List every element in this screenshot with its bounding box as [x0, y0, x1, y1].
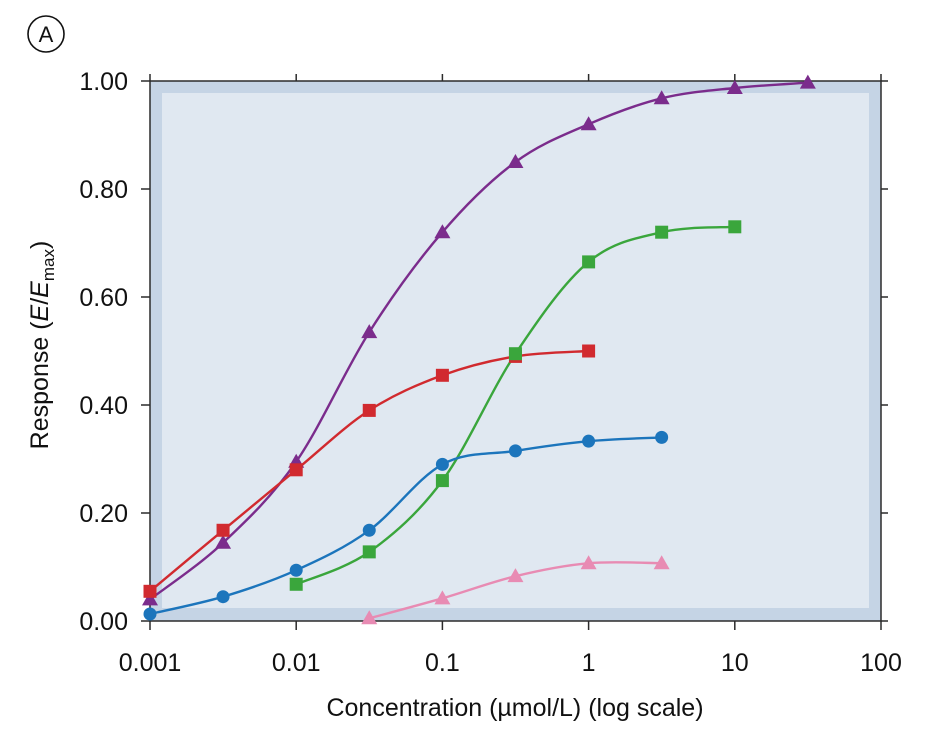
data-point-square: [728, 220, 742, 234]
y-axis-title: Response (E/Emax): [26, 241, 58, 450]
data-point-triangle: [653, 90, 670, 105]
panel-label: A: [27, 15, 65, 53]
y-tick-label: 0.40: [79, 392, 128, 420]
data-point-triangle: [361, 324, 378, 339]
y-tick-label: 0.20: [79, 500, 128, 528]
data-point-circle: [362, 523, 376, 537]
markers-layer: [142, 74, 816, 625]
data-point-triangle: [434, 224, 451, 239]
data-point-circle: [508, 444, 522, 458]
x-tick-label: 0.01: [272, 649, 321, 677]
y-tick-label: 0.60: [79, 284, 128, 312]
data-point-triangle: [507, 568, 524, 583]
data-point-square: [216, 523, 230, 537]
x-tick-label: 10: [721, 649, 749, 677]
axis-ticks: 0.001 0.01 0.1 1 10 100 0.00 0.20 0.40 0.60 0.80 1.…: [79, 68, 902, 677]
data-point-circle: [435, 457, 449, 471]
series-line-1: [149, 81, 808, 601]
data-point-square: [143, 584, 157, 598]
x-tick-label: 1: [582, 649, 596, 677]
data-point-square: [508, 347, 522, 361]
data-point-triangle: [507, 154, 524, 168]
data-point-triangle: [726, 80, 743, 95]
data-point-circle: [582, 434, 596, 448]
x-axis-title: Concentration (µmol/L) (log scale): [326, 694, 703, 722]
data-point-triangle: [142, 591, 158, 606]
data-point-square: [362, 545, 376, 559]
data-point-circle: [289, 563, 303, 577]
data-point-triangle: [215, 534, 232, 549]
data-point-triangle: [434, 590, 451, 605]
x-tick-label: 0.001: [119, 649, 182, 677]
data-point-triangle: [580, 555, 597, 570]
data-point-square: [362, 403, 376, 417]
data-point-square: [289, 463, 303, 477]
data-point-circle: [143, 607, 157, 621]
data-point-circle: [655, 430, 669, 444]
series-line-4: [149, 436, 662, 616]
x-tick-label: 100: [860, 649, 902, 677]
y-tick-label: 0.00: [79, 608, 128, 636]
panel-label-text: A: [39, 22, 54, 47]
data-point-square: [582, 255, 596, 269]
data-point-circle: [216, 590, 230, 604]
y-tick-label: 0.80: [79, 176, 128, 204]
x-tick-label: 0.1: [425, 649, 460, 677]
y-tick-label: 1.00: [79, 68, 128, 96]
data-point-triangle: [799, 74, 816, 89]
data-point-triangle: [653, 555, 670, 570]
data-point-square: [289, 577, 303, 591]
data-point-square: [435, 474, 449, 488]
data-point-square: [582, 344, 596, 358]
data-point-square: [655, 225, 669, 239]
data-point-square: [435, 368, 449, 382]
data-point-triangle: [580, 116, 597, 131]
data-point-triangle: [361, 610, 378, 625]
